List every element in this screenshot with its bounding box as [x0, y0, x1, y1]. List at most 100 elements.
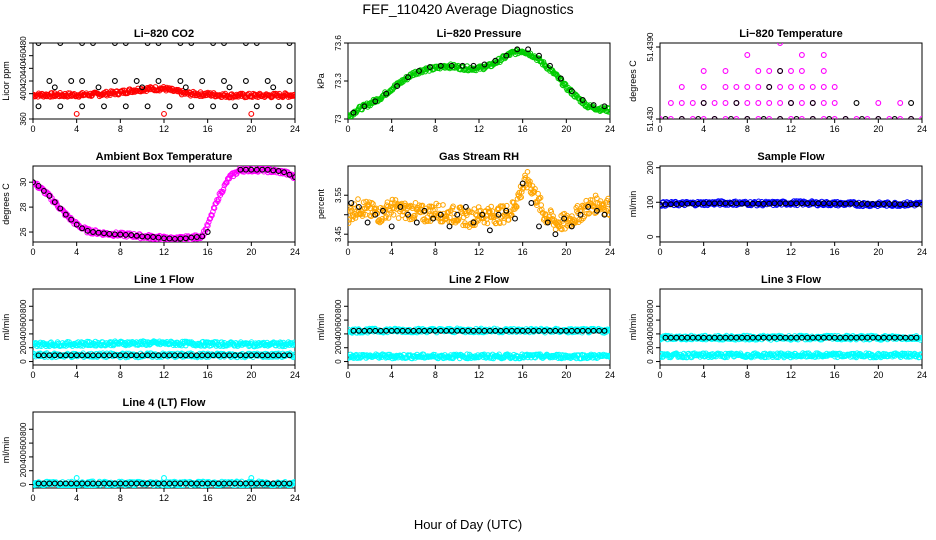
data-point	[500, 219, 507, 226]
data-point	[919, 351, 922, 357]
data-point	[507, 52, 513, 59]
data-point	[106, 480, 113, 487]
data-point	[733, 100, 740, 106]
data-point	[51, 352, 58, 359]
data-point	[788, 100, 794, 106]
data-point	[585, 211, 592, 217]
data-point	[537, 194, 544, 201]
data-point	[286, 43, 293, 46]
data-point	[259, 480, 266, 487]
data-point	[728, 116, 734, 119]
data-point	[755, 334, 762, 341]
data-point	[815, 334, 822, 341]
data-point	[568, 88, 575, 95]
data-point	[579, 97, 586, 103]
data-point	[525, 46, 532, 53]
data-point	[40, 187, 47, 194]
data-point	[606, 105, 610, 112]
data-point	[563, 327, 570, 334]
data-point	[128, 352, 135, 359]
chart-title: Li−820 Temperature	[739, 28, 842, 40]
data-point	[673, 334, 680, 341]
data-point	[474, 212, 480, 219]
data-point	[291, 91, 295, 98]
data-point	[711, 100, 718, 106]
data-point	[106, 230, 113, 237]
data-point	[426, 203, 433, 210]
x-tick-label: 0	[30, 370, 35, 380]
data-point	[253, 43, 260, 46]
data-point	[497, 220, 503, 227]
data-point	[101, 352, 107, 359]
data-point	[355, 327, 362, 334]
data-point	[33, 179, 36, 186]
x-tick-label: 16	[203, 247, 213, 257]
data-point	[689, 100, 696, 106]
data-point	[886, 334, 893, 341]
series-cyan-lower	[660, 350, 922, 361]
data-point	[557, 75, 564, 82]
data-point	[902, 201, 909, 208]
data-point	[430, 215, 437, 222]
data-point	[264, 480, 271, 487]
data-point	[859, 201, 865, 207]
data-point	[413, 219, 420, 226]
x-tick-label: 12	[159, 124, 169, 134]
data-point	[722, 200, 729, 207]
data-point	[539, 206, 545, 213]
series-sample	[33, 84, 295, 101]
data-point	[503, 207, 510, 214]
data-point	[242, 166, 249, 173]
data-point	[193, 352, 200, 359]
data-point	[777, 43, 784, 46]
data-point	[390, 212, 397, 218]
x-tick-label: 24	[917, 370, 927, 380]
data-point	[139, 233, 146, 240]
data-point	[281, 169, 288, 176]
data-point	[117, 352, 124, 359]
data-point	[902, 334, 909, 341]
series-black	[348, 180, 608, 238]
data-point	[101, 103, 107, 110]
data-point	[700, 334, 707, 341]
data-point	[500, 203, 506, 209]
x-tick-label: 24	[290, 124, 300, 134]
x-tick-label: 0	[30, 493, 35, 503]
y-axis-label: ml/min	[316, 314, 326, 341]
data-point	[744, 52, 751, 58]
y-tick-label: 3.45	[334, 226, 343, 242]
data-point	[397, 203, 404, 210]
data-point	[177, 78, 184, 84]
data-point	[470, 62, 477, 69]
data-point	[831, 334, 838, 341]
x-tick-label: 24	[917, 124, 927, 134]
x-tick-label: 20	[873, 247, 883, 257]
data-point	[798, 68, 805, 74]
data-point	[607, 109, 610, 115]
data-point	[798, 52, 805, 58]
data-point	[166, 480, 173, 487]
data-point	[722, 116, 729, 119]
data-point	[101, 480, 107, 487]
data-point	[826, 200, 833, 207]
x-tick-label: 4	[389, 370, 394, 380]
data-point	[777, 200, 784, 207]
data-point	[599, 201, 606, 207]
data-point	[749, 334, 756, 341]
data-point	[593, 207, 600, 214]
data-point	[348, 200, 355, 206]
data-point	[547, 62, 553, 69]
data-point	[853, 100, 860, 106]
data-point	[248, 166, 255, 173]
data-point	[193, 234, 200, 240]
y-tick-label: 480	[19, 36, 28, 50]
x-tick-label: 20	[873, 370, 883, 380]
series-black-up	[700, 68, 915, 106]
data-point	[744, 100, 751, 106]
data-point	[46, 192, 53, 199]
data-point	[432, 327, 439, 334]
data-point	[514, 204, 520, 210]
